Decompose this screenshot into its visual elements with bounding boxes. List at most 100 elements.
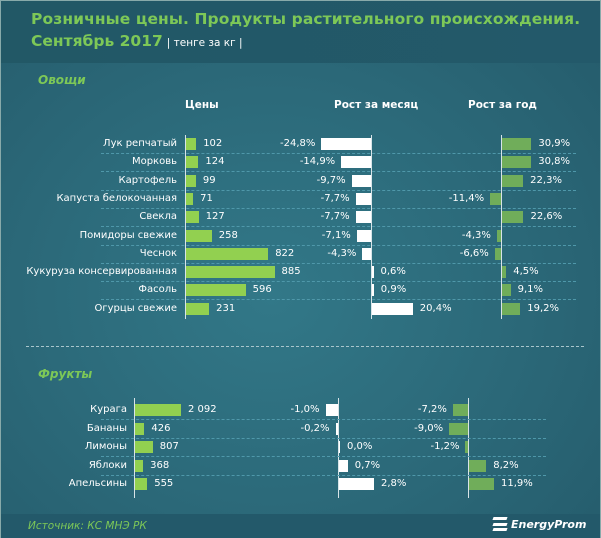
value-label: -9,0% (414, 422, 444, 434)
value-label: 885 (281, 266, 301, 278)
value-label: 0,6% (380, 266, 406, 278)
category-label: Картофель (118, 174, 177, 186)
category-label: Фасоль (138, 284, 177, 296)
col-header-price: Цены (185, 99, 219, 111)
value-label: -24,8% (280, 138, 316, 149)
value-label: 8,2% (493, 459, 519, 471)
bar-year (502, 211, 524, 224)
row-divider (101, 419, 546, 420)
bar-month (339, 441, 340, 453)
bar-year (494, 247, 501, 260)
value-label: 596 (252, 284, 272, 296)
row-divider (101, 456, 546, 457)
value-label: 30,9% (538, 138, 571, 149)
bar-year (452, 404, 468, 416)
value-label: -11,4% (448, 192, 485, 204)
col-header-year: Рост за год (468, 99, 537, 111)
row-divider (101, 299, 576, 301)
value-label: -0,2% (300, 422, 330, 434)
axis-line-1 (338, 398, 339, 498)
bar-month (372, 284, 374, 297)
energyprom-logo: EnergyProm (492, 517, 586, 531)
bar-price (135, 441, 153, 453)
title-line1: Розничные цены. Продукты растительного п… (31, 10, 581, 28)
bar-price (135, 478, 148, 490)
value-label: 20,4% (419, 302, 452, 314)
value-label: 0,0% (347, 441, 373, 452)
value-label: 102 (203, 138, 223, 149)
source-note: Источник: КС МНЭ РК (28, 520, 147, 532)
value-label: -14,9% (299, 156, 336, 168)
bar-year (496, 229, 501, 242)
category-label: Огурцы свежие (94, 302, 177, 314)
title-line2: Сентябрь 2017 | тенге за кг | (31, 32, 243, 50)
value-label: 2 092 (188, 404, 217, 415)
title-date: Сентябрь 2017 (31, 32, 163, 50)
row-divider (101, 153, 576, 154)
row-divider (101, 262, 576, 264)
bar-price (186, 174, 196, 187)
bar-month (325, 404, 338, 416)
value-label: 368 (150, 459, 170, 471)
row-divider (101, 189, 576, 191)
bar-month (372, 266, 374, 279)
bar-month (355, 211, 371, 224)
bar-price (186, 266, 275, 279)
row-divider (101, 281, 576, 283)
bar-month (355, 192, 371, 205)
row-divider (101, 437, 546, 439)
bar-month (321, 138, 371, 150)
bar-year (469, 459, 487, 472)
bar-month (362, 247, 371, 260)
value-label: 555 (154, 478, 174, 489)
value-label: 9,1% (517, 284, 544, 296)
value-label: -7,1% (321, 229, 351, 241)
bar-price (186, 229, 212, 242)
value-label: 231 (216, 302, 236, 314)
bar-price (135, 404, 182, 416)
axis-line-0 (134, 398, 135, 498)
bar-price (186, 138, 197, 150)
value-label: 22,6% (530, 211, 563, 223)
bar-year (490, 192, 501, 205)
value-label: 4,5% (513, 266, 539, 278)
bar-year (502, 302, 521, 315)
value-label: -1,2% (430, 441, 460, 452)
value-label: -6,6% (459, 247, 489, 259)
bar-price (186, 302, 210, 315)
bar-year (502, 266, 507, 279)
value-label: 22,3% (530, 174, 562, 186)
value-label: 124 (205, 156, 225, 168)
category-label: Апельсины (68, 478, 127, 489)
value-label: 822 (275, 247, 295, 259)
bar-month (372, 302, 413, 315)
col-header-month: Рост за месяц (334, 99, 419, 111)
value-label: -4,3% (461, 229, 491, 241)
bar-year (502, 284, 511, 297)
value-label: 19,2% (527, 302, 560, 314)
value-label: 2,8% (381, 478, 407, 489)
bar-price (186, 156, 199, 169)
bar-year (502, 138, 532, 150)
bar-price (135, 422, 145, 435)
category-label: Лук репчатый (103, 138, 177, 149)
category-label: Свекла (139, 211, 177, 223)
bar-price (186, 211, 199, 224)
row-divider (101, 474, 546, 476)
value-label: 258 (218, 229, 238, 241)
bar-month (339, 478, 374, 490)
bar-price (186, 192, 194, 205)
value-label: 0,7% (354, 459, 381, 471)
row-divider (101, 171, 576, 173)
section-title-fruits: Фрукты (38, 367, 93, 381)
value-label: 0,9% (380, 284, 407, 296)
value-label: -4,3% (327, 247, 357, 259)
category-label: Кукуруза консервированная (26, 266, 177, 278)
category-label: Морковь (131, 156, 177, 168)
category-label: Курага (90, 404, 127, 415)
value-label: -7,7% (320, 192, 350, 204)
row-divider (101, 207, 576, 209)
value-label: 99 (202, 174, 216, 186)
value-label: 127 (205, 211, 225, 223)
